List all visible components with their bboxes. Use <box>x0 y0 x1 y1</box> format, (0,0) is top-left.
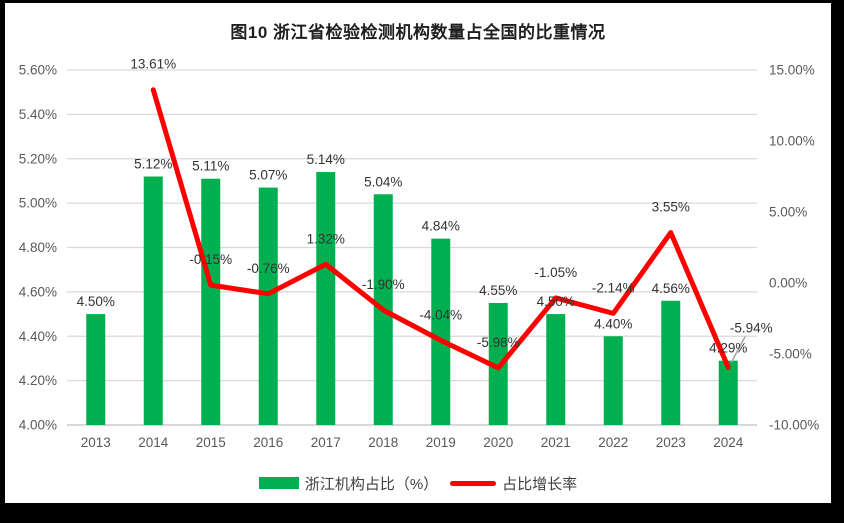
y-axis-label-left: 4.00% <box>19 418 57 433</box>
x-axis-label: 2023 <box>656 435 686 450</box>
x-axis-label: 2013 <box>81 435 111 450</box>
line-value-label: -4.04% <box>419 307 462 322</box>
legend-item-bars: 浙江机构占比（%） <box>258 473 439 494</box>
bar <box>661 300 681 425</box>
line-series-swatch <box>450 480 497 486</box>
line-value-label: 3.55% <box>652 200 690 215</box>
bar <box>431 238 451 425</box>
line-value-label: -1.05% <box>534 265 577 280</box>
x-axis-label: 2014 <box>138 435 169 450</box>
bar-value-label: 5.11% <box>192 159 229 174</box>
line-value-label: -2.14% <box>592 280 635 295</box>
x-axis-label: 2024 <box>713 435 744 450</box>
line-value-label: 1.32% <box>307 231 345 246</box>
y-axis-label-left: 5.20% <box>19 151 57 166</box>
y-axis-label-left: 4.40% <box>19 329 57 344</box>
y-axis-label-left: 4.60% <box>19 284 57 299</box>
x-axis-label: 2018 <box>368 435 398 450</box>
line-value-label: 13.61% <box>130 57 176 72</box>
bar-series-swatch <box>258 477 299 489</box>
y-axis-label-right: 0.00% <box>769 276 807 291</box>
bar-value-label: 4.55% <box>479 283 517 298</box>
bar-value-label: 4.56% <box>652 281 690 296</box>
y-axis-label-right: 10.00% <box>769 134 815 149</box>
bar-value-label: 4.29% <box>709 341 747 356</box>
x-axis-label: 2022 <box>598 435 628 450</box>
bar <box>201 178 221 425</box>
bar-value-label: 4.50% <box>77 294 115 309</box>
y-axis-label-left: 4.80% <box>19 240 57 255</box>
x-axis-label: 2021 <box>541 435 571 450</box>
bar <box>718 360 738 425</box>
x-axis-label: 2016 <box>253 435 283 450</box>
x-axis-label: 2020 <box>483 435 513 450</box>
bar <box>546 314 566 425</box>
bar-value-label: 5.07% <box>249 168 287 183</box>
y-axis-label-right: -10.00% <box>769 418 819 433</box>
bar <box>86 314 106 425</box>
bar-value-label: 5.04% <box>364 174 402 189</box>
trend-line <box>150 87 731 371</box>
bar <box>258 187 278 425</box>
y-axis-label-right: 15.00% <box>769 63 815 78</box>
leader-line <box>730 335 746 363</box>
legend-label-line: 占比增长率 <box>502 475 578 493</box>
y-axis-label-left: 4.20% <box>19 373 57 388</box>
y-axis-label-left: 5.00% <box>19 196 57 211</box>
legend: 浙江机构占比（%） 占比增长率 <box>5 471 831 495</box>
line-value-label: -0.15% <box>189 252 232 267</box>
chart-area: 图10 浙江省检验检测机构数量占全国的比重情况 5.60% 5.40% 5.20% 5… <box>5 3 831 503</box>
y-axis-label-right: -5.00% <box>769 347 812 362</box>
legend-item-line: 占比增长率 <box>450 473 577 494</box>
bar <box>143 176 163 425</box>
chart-svg: 5.60% 5.40% 5.20% 5.00% 4.80% 4.60% 4.40% 4.20%… <box>19 57 820 450</box>
bar-value-label: 5.14% <box>307 152 345 167</box>
bar <box>603 336 623 425</box>
line-value-label: -0.76% <box>247 261 290 276</box>
x-axis-label: 2015 <box>196 435 226 450</box>
legend-label-bars: 浙江机构占比（%） <box>304 475 439 493</box>
bar <box>316 172 336 425</box>
x-axis-label: 2019 <box>426 435 456 450</box>
bar-value-label: 5.12% <box>134 157 172 172</box>
y-axis-label-left: 5.60% <box>19 63 57 78</box>
x-axis-label: 2017 <box>311 435 341 450</box>
y-axis-label-right: 5.00% <box>769 205 807 220</box>
y-axis-label-left: 5.40% <box>19 107 57 122</box>
line-value-label: -5.94% <box>730 320 773 335</box>
bar-value-label: 4.40% <box>594 316 632 331</box>
chart-title: 图10 浙江省检验检测机构数量占全国的比重情况 <box>230 23 606 42</box>
line-value-label: -1.90% <box>362 277 405 292</box>
line-value-label: -5.98% <box>477 335 520 350</box>
bar-value-label: 4.50% <box>537 294 575 309</box>
bar-value-label: 4.84% <box>422 219 460 234</box>
